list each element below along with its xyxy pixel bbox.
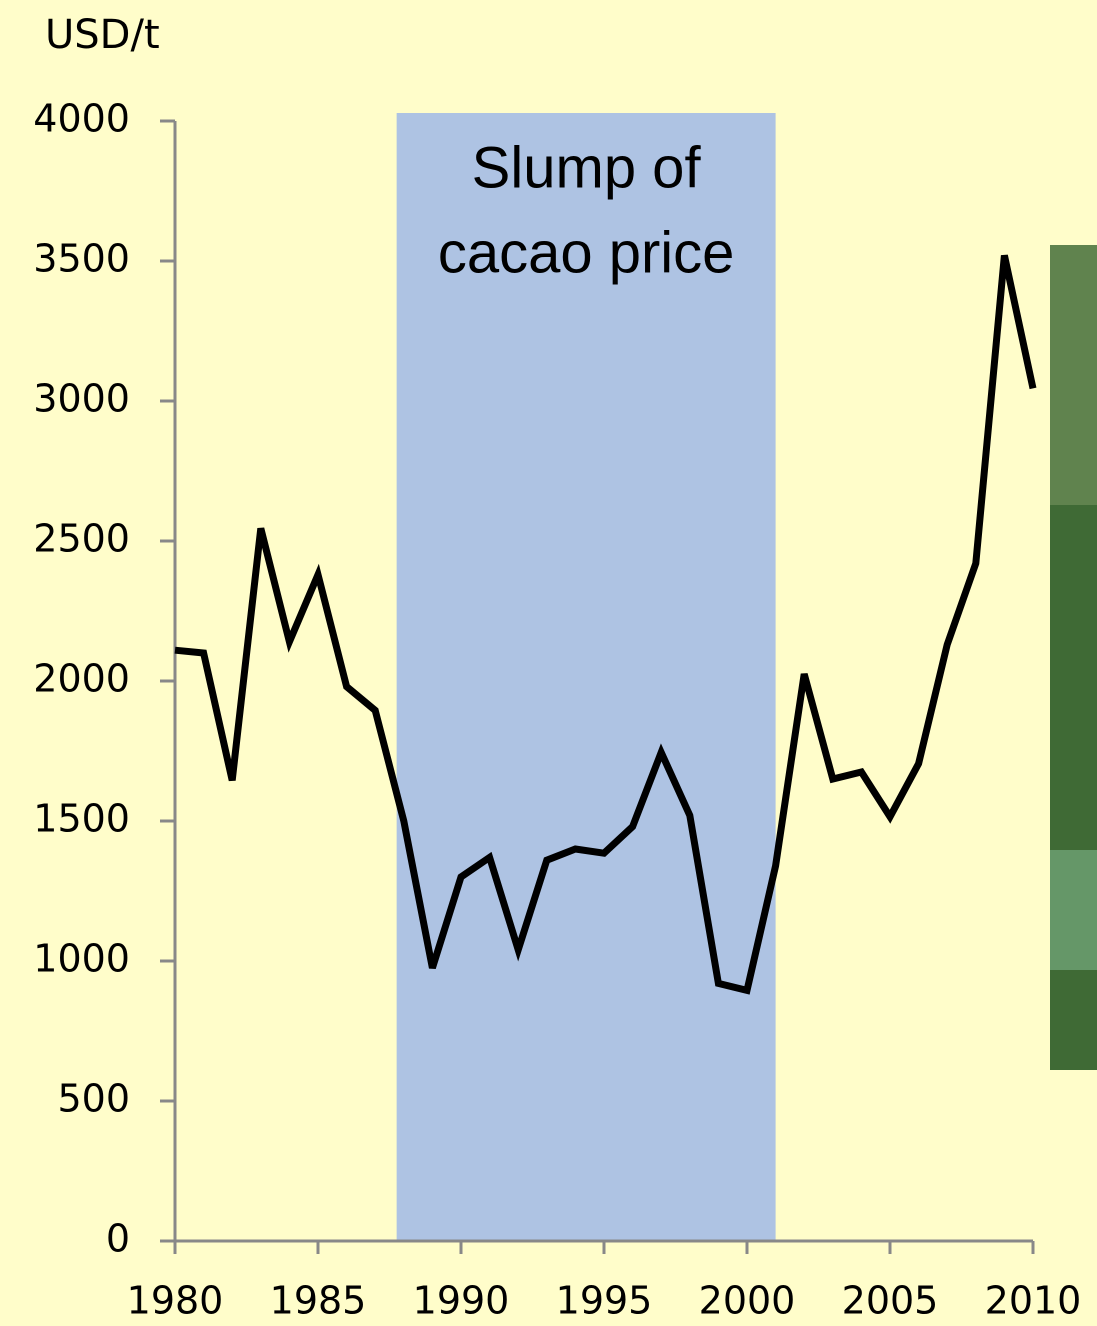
highlight-band: [396, 113, 776, 1241]
highlight-label: cacao price: [438, 220, 735, 285]
y-tick-label: 3500: [33, 237, 130, 281]
x-tick-label: 1980: [127, 1279, 224, 1323]
photo-leaf: [1050, 850, 1097, 970]
x-tick-label: 2000: [699, 1279, 796, 1323]
y-tick-label: 0: [106, 1217, 130, 1261]
x-tick-label: 1995: [556, 1279, 653, 1323]
y-tick-label: 3000: [33, 377, 130, 421]
x-tick-label: 2010: [985, 1279, 1082, 1323]
price-line: [174, 254, 1037, 995]
y-tick-label: 4000: [33, 97, 130, 141]
y-tick-label: 2000: [33, 657, 130, 701]
highlight-label: Slump of: [472, 135, 702, 200]
y-axis-label: USD/t: [45, 12, 160, 58]
x-tick-label: 2005: [842, 1279, 939, 1323]
x-tick-label: 1985: [270, 1279, 367, 1323]
y-tick-label: 1500: [33, 797, 130, 841]
photo-highlight: [1050, 245, 1097, 505]
y-tick-label: 2500: [33, 517, 130, 561]
y-tick-label: 500: [57, 1077, 130, 1121]
x-tick-label: 1990: [413, 1279, 510, 1323]
y-tick-label: 1000: [33, 937, 130, 981]
